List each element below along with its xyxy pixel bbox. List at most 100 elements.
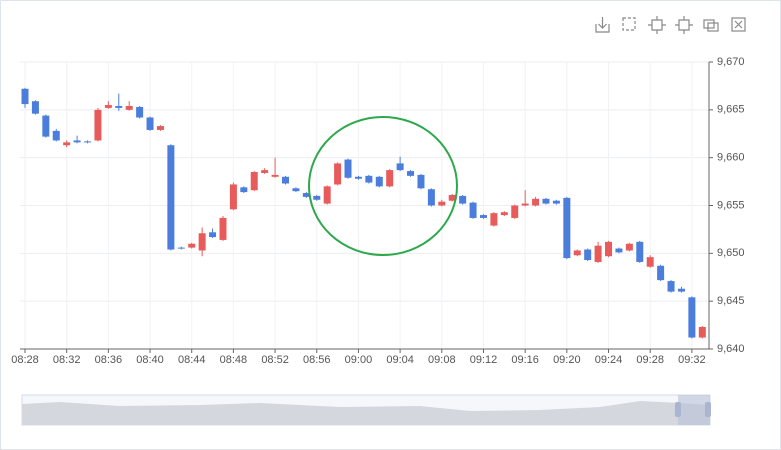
x-tick-label: 09:16 [511,354,539,366]
x-tick-label: 08:48 [220,354,248,366]
x-tick-label: 09:04 [386,354,414,366]
x-tick-label: 09:08 [428,354,456,366]
x-tick-label: 09:32 [678,354,706,366]
candle-body [479,215,487,218]
x-tick-label: 08:36 [95,354,123,366]
candle-body [500,212,508,216]
candle-body [532,198,540,206]
candle-body [365,175,373,183]
candle-body [615,248,623,253]
data-view-icon[interactable] [703,19,719,32]
candle-body [84,141,92,143]
candle-body [167,145,175,250]
y-tick-label: 9,650 [717,247,745,259]
candle-body [104,105,112,108]
candle-body [459,195,467,204]
candle-body [677,288,685,292]
candle-body [646,257,654,267]
zoom-back-icon[interactable] [648,16,666,34]
slider-window [678,395,710,425]
candle-body [63,142,71,146]
candle-body [552,200,560,204]
candle-body [323,186,331,204]
x-tick-label: 08:28 [11,354,39,366]
x-tick-label: 09:20 [553,354,581,366]
candle-body [698,326,706,338]
candle-body [407,171,415,176]
candle-body [417,174,425,189]
candle-body [334,163,342,185]
candle-body [469,202,477,218]
candle-body [94,109,102,141]
zoom-icon[interactable] [622,17,636,31]
y-tick-label: 9,665 [717,104,745,116]
candle-body [125,106,133,110]
candle-body [240,187,248,193]
candle-body [573,250,581,256]
candle-body [188,243,196,248]
x-tick-label: 09:24 [595,354,623,366]
x-tick-label: 08:44 [178,354,206,366]
candle-body [542,198,550,204]
candle-body [396,163,404,171]
candle-body [490,213,498,226]
x-tick-label: 08:40 [136,354,164,366]
candle-body [21,88,29,105]
y-tick-label: 9,645 [717,295,745,307]
x-tick-label: 09:00 [345,354,373,366]
candle-body [302,193,310,197]
candle-body [354,176,362,179]
candle-body [563,197,571,259]
restore-icon[interactable] [675,16,693,34]
save-icon[interactable] [595,17,610,33]
candle-body [427,189,435,206]
candle-body [636,241,644,262]
candle-body [250,172,258,191]
candle-body [625,243,633,251]
x-tick-label: 08:32 [53,354,81,366]
y-tick-label: 9,655 [717,199,745,211]
highlight-circle [308,116,458,256]
candle-body [271,174,279,177]
candle-body [313,195,321,200]
candle-body [229,184,237,210]
candle-body [521,203,529,206]
candle-body [605,241,613,257]
candle-body [657,265,665,281]
y-tick-label: 9,670 [717,56,745,68]
slider-preview [22,401,710,425]
candle-body [73,140,81,143]
y-tick-label: 9,640 [717,343,745,355]
x-tick-label: 08:56 [303,354,331,366]
candle-body [667,281,675,292]
slider-handle[interactable] [675,402,681,417]
data-zoom-slider[interactable] [21,394,711,426]
candle-body [448,194,456,201]
clear-icon[interactable] [731,17,746,32]
candle-body [386,170,394,187]
candle-body [31,101,39,114]
x-tick-label: 09:28 [636,354,664,366]
candle-body [136,106,144,118]
candle-body [375,176,383,187]
candle-body [688,297,696,338]
candle-body [177,247,185,249]
toolbox [595,16,746,34]
candle-body [52,130,60,141]
candle-body [261,170,269,173]
candle-body [219,217,227,240]
candle-body [156,126,164,130]
candle-body [115,106,123,108]
slider-handle[interactable] [705,402,711,417]
candle-body [344,159,352,178]
candle-body [292,188,300,192]
candle-body [209,232,217,238]
candle-body [146,117,154,130]
candle-body [511,205,519,218]
x-tick-label: 08:52 [261,354,289,366]
candle-body [594,245,602,262]
y-tick-label: 9,660 [717,152,745,164]
candle-body [282,176,289,184]
